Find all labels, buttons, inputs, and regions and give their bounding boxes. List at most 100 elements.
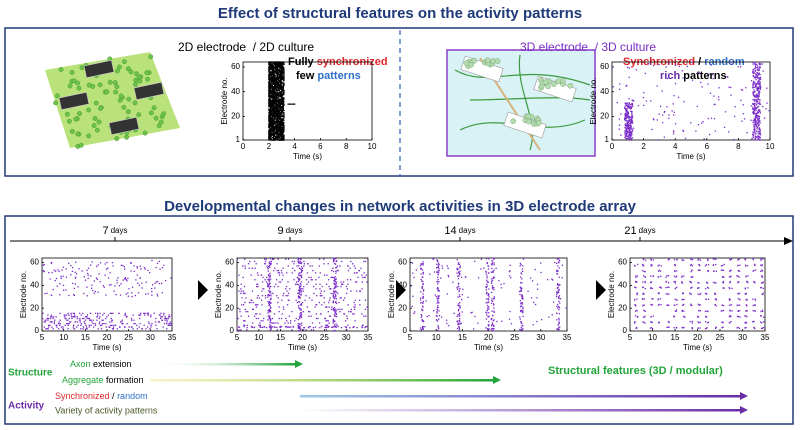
spike xyxy=(752,133,755,135)
spike xyxy=(723,263,725,266)
spike xyxy=(710,64,712,66)
spike xyxy=(668,117,670,120)
cell xyxy=(54,93,60,99)
aggregate-cell xyxy=(468,61,474,68)
spike xyxy=(297,262,300,264)
spike xyxy=(752,99,754,101)
spike xyxy=(737,298,740,300)
spike xyxy=(486,275,488,277)
spike xyxy=(486,257,488,260)
spike xyxy=(166,328,168,330)
spike xyxy=(724,111,727,113)
spike xyxy=(334,312,337,314)
spike xyxy=(625,113,628,116)
spike xyxy=(540,262,542,264)
cell xyxy=(125,109,131,115)
spike xyxy=(753,89,755,91)
spike xyxy=(754,105,756,107)
spike xyxy=(649,281,652,284)
spike xyxy=(624,135,627,138)
spike xyxy=(283,109,285,111)
spike xyxy=(243,285,246,288)
spike xyxy=(714,282,716,284)
spike xyxy=(756,71,758,74)
spike xyxy=(366,281,368,283)
spike xyxy=(50,316,52,318)
spike xyxy=(354,320,356,322)
spike xyxy=(459,301,461,304)
spike xyxy=(421,269,424,271)
spike xyxy=(675,310,678,312)
spike xyxy=(343,313,345,315)
cell xyxy=(148,110,154,116)
spike xyxy=(109,321,111,323)
spike xyxy=(270,135,272,137)
spike xyxy=(259,324,261,326)
spike xyxy=(335,283,337,285)
spike xyxy=(273,326,275,328)
spike xyxy=(323,258,325,260)
spike xyxy=(627,114,629,116)
spike xyxy=(480,258,483,260)
spike xyxy=(755,116,757,119)
spike xyxy=(491,317,493,320)
spike xyxy=(299,304,301,306)
spike xyxy=(291,260,293,263)
spike xyxy=(631,134,633,136)
spike xyxy=(354,304,356,306)
spike xyxy=(276,98,278,100)
spike xyxy=(67,324,70,326)
spike xyxy=(60,277,63,279)
spike xyxy=(666,326,668,328)
spike xyxy=(755,73,757,75)
spike xyxy=(301,322,303,324)
spike xyxy=(139,265,141,267)
spike xyxy=(508,275,511,277)
spike xyxy=(276,70,279,72)
spike xyxy=(270,108,272,110)
spike xyxy=(269,283,271,285)
spike xyxy=(758,137,760,140)
spike xyxy=(335,284,337,287)
spike xyxy=(437,301,439,303)
spike xyxy=(456,272,458,274)
spike xyxy=(490,318,493,321)
spike xyxy=(324,326,326,329)
spike xyxy=(247,315,250,317)
x-tick-label: 5 xyxy=(235,333,240,342)
spike xyxy=(766,87,768,89)
spike xyxy=(335,258,337,260)
spike xyxy=(702,120,704,123)
spike xyxy=(285,317,287,320)
spike xyxy=(438,268,440,270)
spike xyxy=(246,324,248,326)
spike xyxy=(283,62,285,64)
spike xyxy=(682,315,685,318)
spike xyxy=(345,326,347,328)
spike xyxy=(412,295,414,297)
spike xyxy=(357,276,359,279)
spike xyxy=(766,102,768,104)
spike xyxy=(330,288,332,290)
spike xyxy=(752,119,754,122)
spike xyxy=(303,263,305,265)
spike xyxy=(458,294,461,296)
spike xyxy=(285,258,287,260)
spike xyxy=(558,296,560,298)
spike xyxy=(76,326,78,328)
spike xyxy=(164,317,166,320)
spike xyxy=(243,324,246,326)
spike xyxy=(760,282,763,284)
spike xyxy=(756,88,758,91)
cell xyxy=(75,80,81,86)
spike xyxy=(436,260,439,262)
spike xyxy=(240,288,242,290)
spike xyxy=(486,285,488,287)
spike xyxy=(744,322,746,324)
spike xyxy=(753,326,755,329)
spike xyxy=(309,265,311,267)
spike xyxy=(358,299,361,301)
spike xyxy=(46,292,48,295)
spike xyxy=(250,274,252,276)
cell xyxy=(122,59,127,65)
